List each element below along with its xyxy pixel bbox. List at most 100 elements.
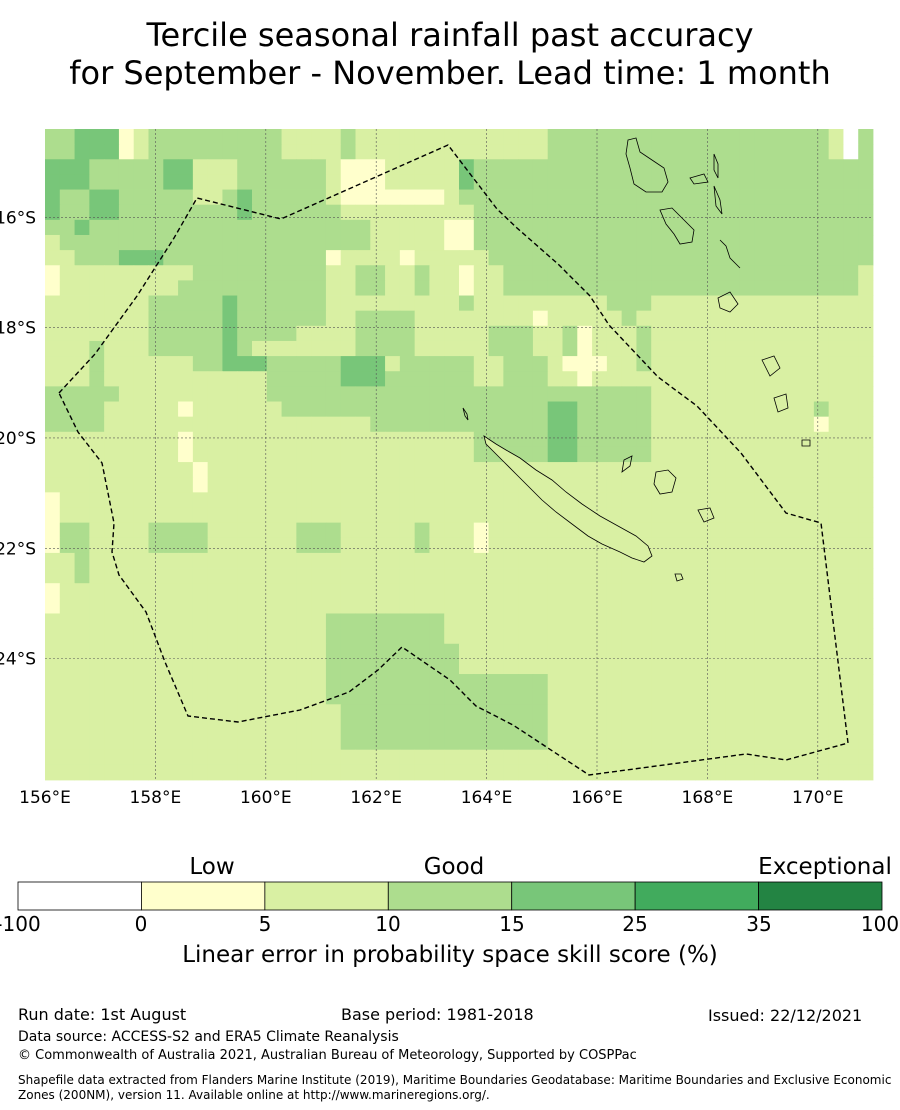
skill-cell <box>651 310 667 327</box>
skill-cell <box>104 159 120 175</box>
skill-cell <box>828 628 844 645</box>
skill-cell <box>754 265 770 281</box>
skill-cell <box>459 250 475 266</box>
skill-cell <box>45 477 61 493</box>
skill-cell <box>385 144 401 160</box>
skill-cell <box>74 204 90 221</box>
skill-cell <box>488 250 504 266</box>
skill-cell <box>592 568 608 584</box>
skill-cell <box>799 219 815 236</box>
skill-cell <box>488 658 504 675</box>
skill-cell <box>518 628 534 645</box>
skill-cell <box>45 704 61 720</box>
skill-cell <box>74 174 90 190</box>
skill-cell <box>370 174 386 190</box>
skill-cell <box>858 159 874 175</box>
skill-cell <box>813 719 830 735</box>
skill-cell <box>89 416 105 433</box>
skill-cell <box>133 734 149 751</box>
skill-cell <box>503 250 519 266</box>
skill-cell <box>178 295 194 312</box>
skill-cell <box>739 477 756 493</box>
skill-cell <box>281 386 297 402</box>
skill-cell <box>429 234 445 251</box>
skill-cell <box>799 674 815 690</box>
skill-cell <box>459 416 475 433</box>
skill-cell <box>385 628 401 645</box>
skill-cell <box>192 340 209 357</box>
skill-cell <box>518 764 534 781</box>
skill-cell <box>340 704 356 720</box>
skill-cell <box>252 219 268 236</box>
skill-cell <box>74 749 90 766</box>
skill-cell <box>118 492 135 508</box>
skill-cell <box>311 643 327 660</box>
skill-cell <box>858 507 874 524</box>
skill-cell <box>325 734 342 751</box>
skill-cell <box>710 446 726 463</box>
skill-cell <box>813 265 830 281</box>
skill-cell <box>340 749 356 766</box>
skill-cell <box>562 356 578 372</box>
skill-cell <box>680 764 696 781</box>
skill-cell <box>547 219 563 236</box>
skill-cell <box>340 643 356 660</box>
skill-cell <box>340 219 356 236</box>
skill-cell <box>45 568 61 584</box>
skill-cell <box>459 174 475 190</box>
skill-cell <box>59 356 75 372</box>
skill-cell <box>444 507 460 524</box>
skill-cell <box>252 674 268 690</box>
skill-cell <box>252 522 268 539</box>
skill-cell <box>592 386 608 402</box>
skill-cell <box>739 658 756 675</box>
skill-cell <box>74 568 90 584</box>
skill-cell <box>577 462 593 478</box>
skill-cell <box>311 749 327 766</box>
skill-cell <box>710 658 726 675</box>
skill-cell <box>429 462 445 478</box>
skill-cell <box>621 159 637 175</box>
skill-cell <box>133 174 149 190</box>
skill-cell <box>503 522 519 539</box>
skill-cell <box>325 446 342 463</box>
skill-cell <box>399 159 416 175</box>
skill-cell <box>828 613 844 630</box>
skill-cell <box>296 658 312 675</box>
skill-cell <box>459 295 475 312</box>
skill-cell <box>340 174 356 190</box>
skill-cell <box>74 583 90 599</box>
skill-cell <box>459 431 475 448</box>
skill-cell <box>695 219 711 236</box>
skill-cell <box>843 583 859 599</box>
skill-cell <box>488 734 504 751</box>
skill-cell <box>828 310 844 327</box>
skill-cell <box>473 719 489 735</box>
skill-cell <box>207 446 223 463</box>
skill-cell <box>725 583 741 599</box>
skill-cell <box>237 325 253 342</box>
skill-cell <box>739 144 756 160</box>
skill-cell <box>769 174 785 190</box>
skill-cell <box>192 568 209 584</box>
skill-cell <box>237 583 253 599</box>
skill-cell <box>843 598 859 614</box>
skill-cell <box>385 250 401 266</box>
skill-cell <box>399 598 416 614</box>
skill-cell <box>355 492 371 508</box>
skill-cell <box>237 552 253 569</box>
skill-cell <box>843 401 859 418</box>
skill-cell <box>59 462 75 478</box>
skill-cell <box>355 719 371 735</box>
skill-cell <box>148 401 164 418</box>
colorbar-segment <box>387 881 513 911</box>
skill-cell <box>311 613 327 630</box>
skill-cell <box>118 401 135 418</box>
skill-cell <box>399 189 416 206</box>
skill-cell <box>532 658 549 675</box>
skill-cell <box>59 174 75 190</box>
skill-cell <box>577 689 593 705</box>
colorbar-segment <box>634 881 759 911</box>
skill-cell <box>385 598 401 614</box>
skill-cell <box>725 643 741 660</box>
